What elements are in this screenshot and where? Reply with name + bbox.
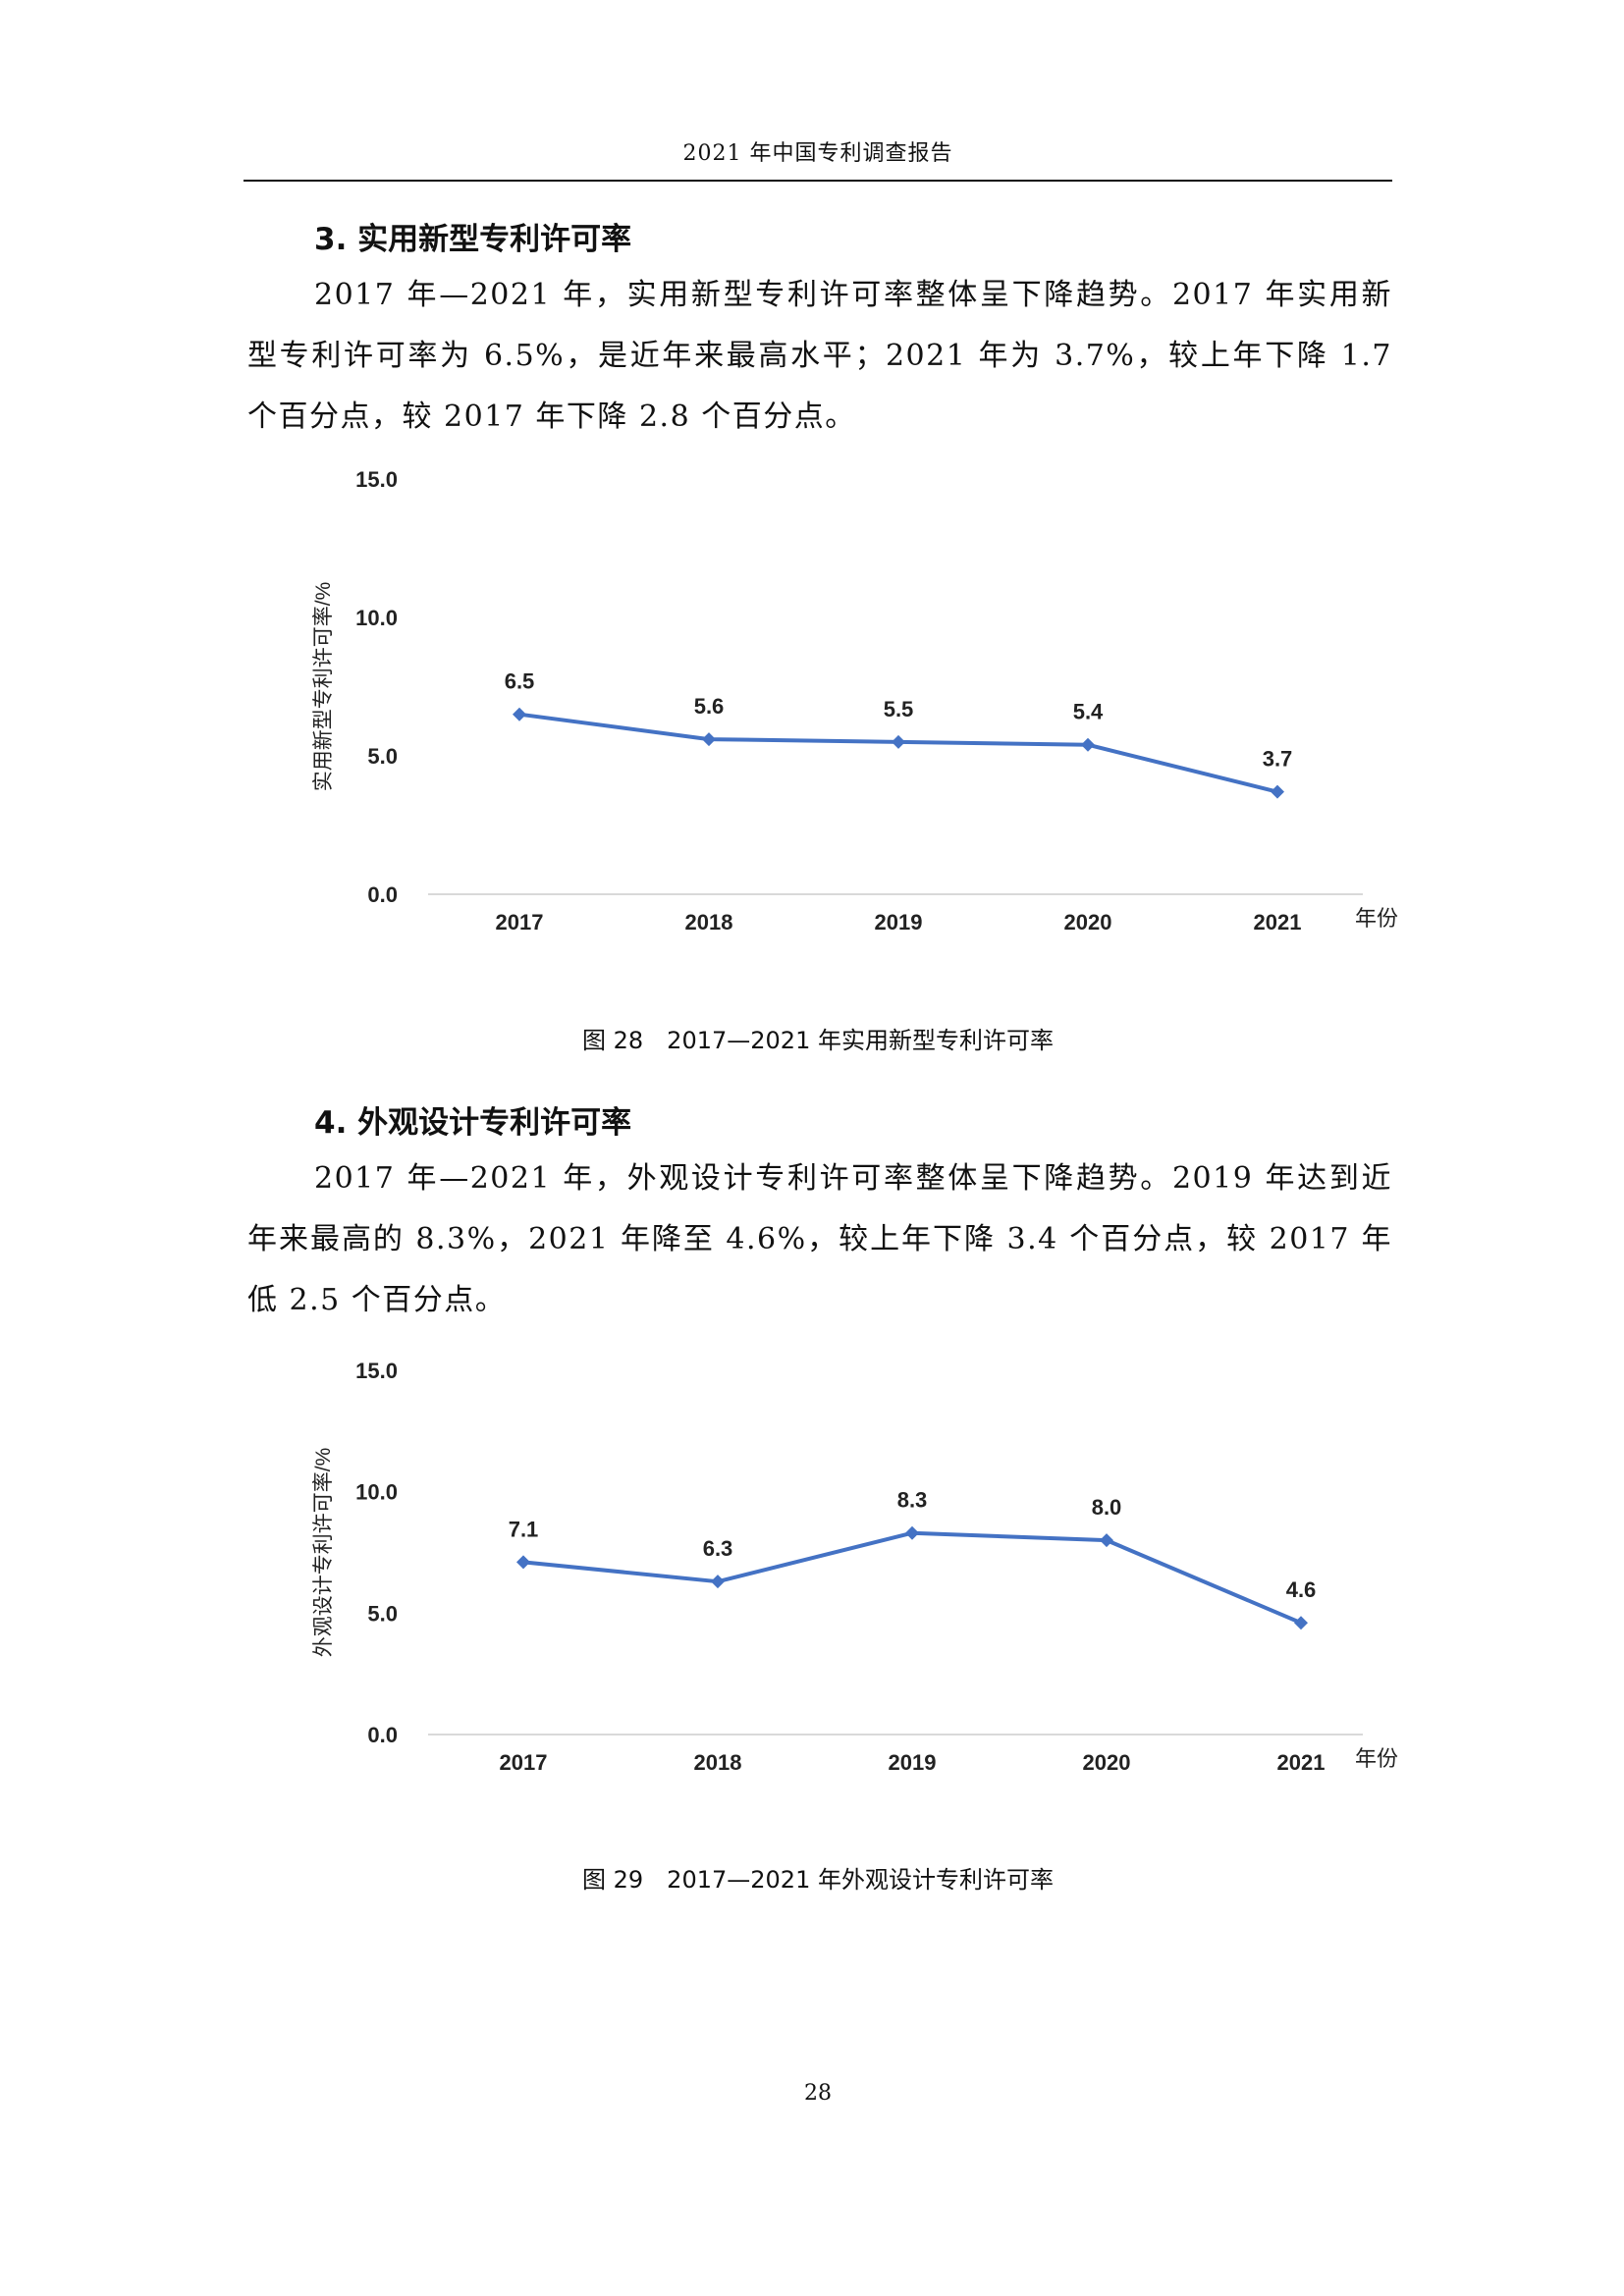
data-point-marker xyxy=(1081,737,1095,752)
x-tick-label: 2021 xyxy=(1277,1750,1326,1775)
data-label: 6.5 xyxy=(505,669,535,694)
y-tick-label: 15.0 xyxy=(355,467,398,492)
x-tick-label: 2017 xyxy=(496,910,544,934)
y-tick-label: 10.0 xyxy=(355,1480,398,1505)
y-tick-label: 0.0 xyxy=(367,882,398,907)
x-tick-label: 2021 xyxy=(1254,910,1302,934)
data-point-marker xyxy=(1271,784,1284,799)
y-axis-title: 实用新型专利许可率/% xyxy=(312,582,335,792)
x-tick-label: 2017 xyxy=(500,1750,548,1775)
data-label: 4.6 xyxy=(1286,1577,1317,1602)
figure-29-caption: 图 29 2017—2021 年外观设计专利许可率 xyxy=(582,1866,1054,1894)
y-tick-label: 5.0 xyxy=(367,1601,398,1626)
y-tick-label: 15.0 xyxy=(355,1359,398,1383)
y-tick-label: 0.0 xyxy=(367,1723,398,1747)
data-label: 7.1 xyxy=(509,1517,539,1541)
data-point-marker xyxy=(711,1575,725,1589)
data-label: 3.7 xyxy=(1263,747,1293,772)
data-point-marker xyxy=(1100,1533,1113,1548)
header-rule xyxy=(244,180,1392,182)
page-header: 2021 年中国专利调查报告 xyxy=(682,141,953,166)
data-point-marker xyxy=(513,707,526,721)
y-tick-label: 10.0 xyxy=(355,606,398,630)
x-tick-label: 2019 xyxy=(875,910,923,934)
x-tick-label: 2019 xyxy=(889,1750,937,1775)
section-title-design: 4. 外观设计专利许可率 xyxy=(314,1105,632,1141)
data-label: 5.5 xyxy=(884,697,914,721)
section-title-utility-model: 3. 实用新型专利许可率 xyxy=(314,222,632,257)
data-label: 8.3 xyxy=(897,1488,928,1513)
x-tick-label: 2020 xyxy=(1083,1750,1131,1775)
figure-28-caption: 图 28 2017—2021 年实用新型专利许可率 xyxy=(582,1027,1054,1054)
series-line xyxy=(522,1530,1302,1626)
paragraph-utility-model: 2017 年—2021 年，实用新型专利许可率整体呈下降趋势。2017 年实用新… xyxy=(247,278,1392,434)
data-label: 8.0 xyxy=(1092,1495,1122,1520)
x-tick-label: 2018 xyxy=(685,910,733,934)
data-label: 6.3 xyxy=(703,1536,733,1561)
x-axis-title: 年份 xyxy=(1355,906,1398,931)
y-tick-label: 5.0 xyxy=(367,744,398,769)
data-label: 5.4 xyxy=(1073,700,1104,724)
data-point-marker xyxy=(516,1555,530,1570)
data-label: 5.6 xyxy=(694,694,725,719)
x-tick-label: 2020 xyxy=(1064,910,1112,934)
data-point-marker xyxy=(1294,1616,1308,1630)
x-tick-label: 2018 xyxy=(694,1750,742,1775)
data-point-marker xyxy=(702,732,716,747)
paragraph-design: 2017 年—2021 年，外观设计专利许可率整体呈下降趋势。2019 年达到近… xyxy=(247,1161,1392,1317)
page-number: 28 xyxy=(804,2081,832,2106)
data-point-marker xyxy=(905,1525,919,1540)
data-point-marker xyxy=(892,734,905,749)
x-axis-title: 年份 xyxy=(1355,1746,1398,1771)
y-axis-title: 外观设计专利许可率/% xyxy=(312,1448,335,1658)
